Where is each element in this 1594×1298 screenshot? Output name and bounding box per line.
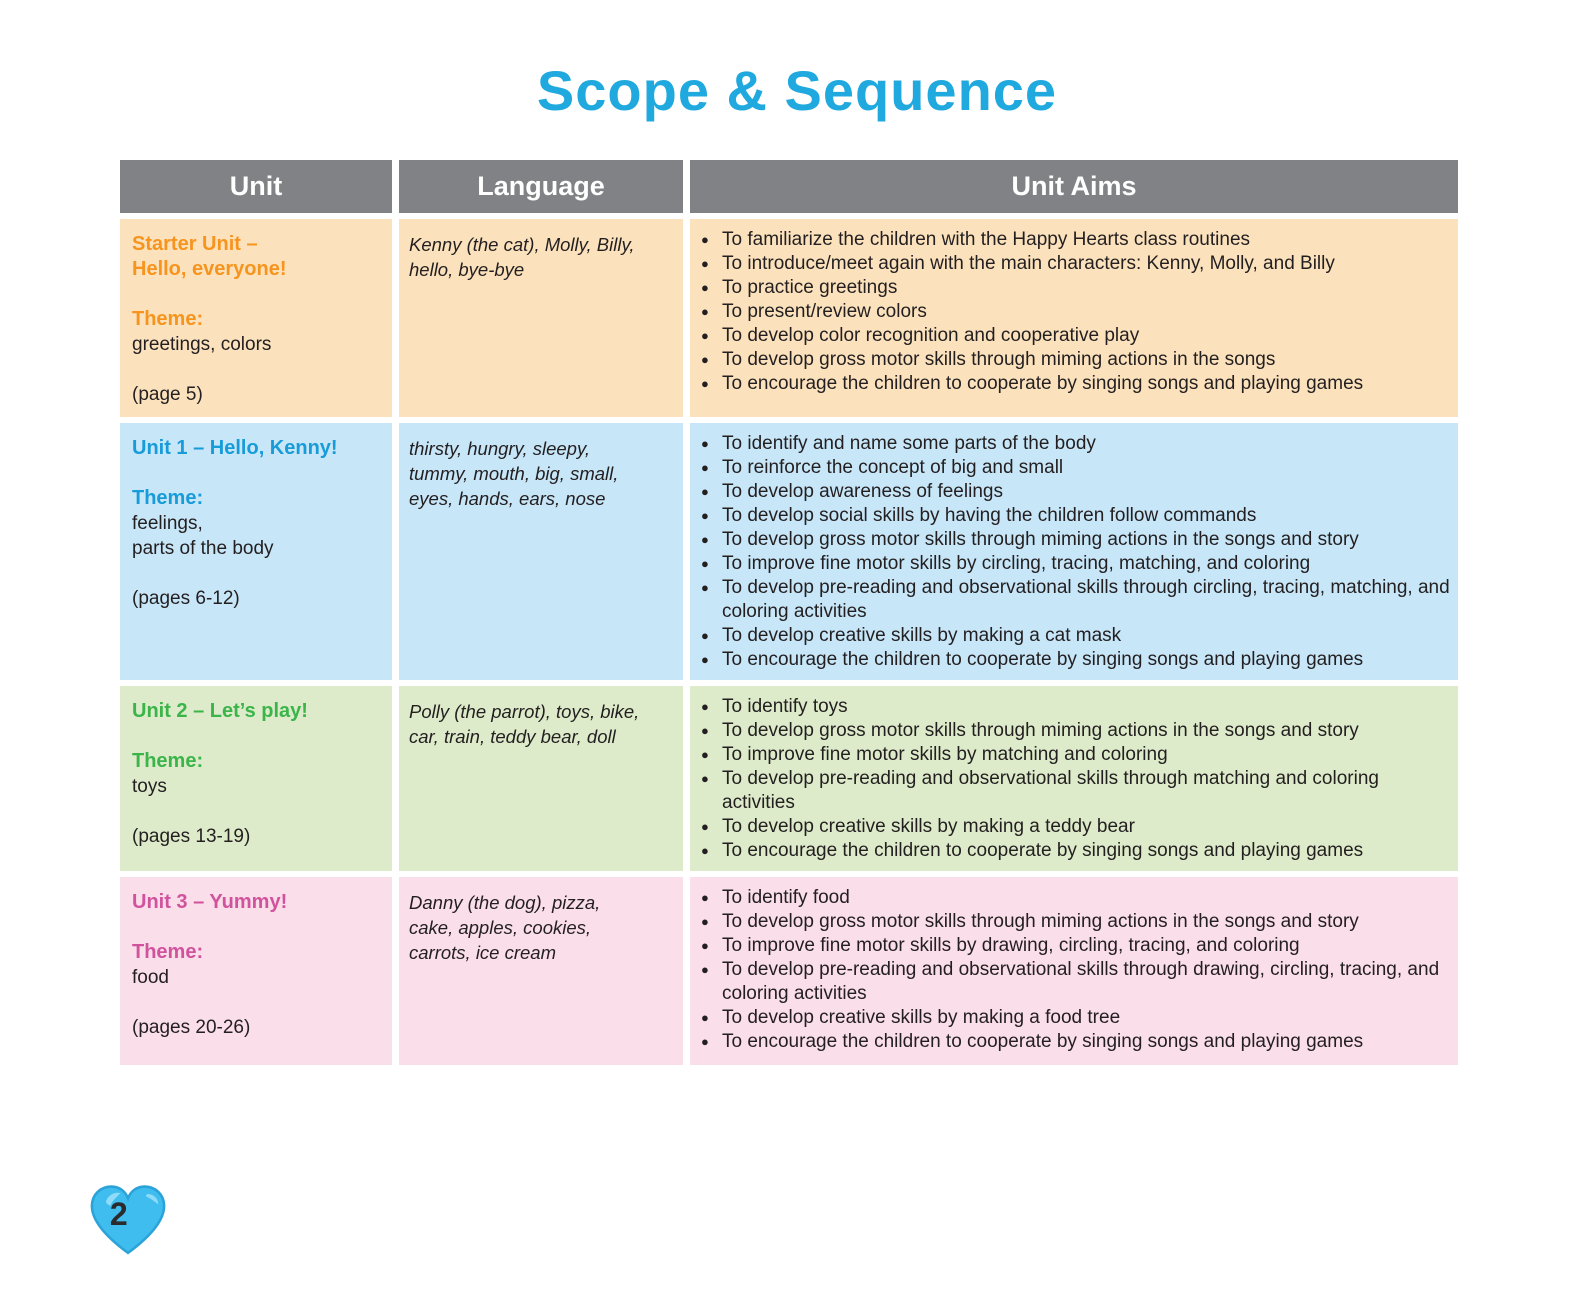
language-cell: Danny (the dog), pizza, cake, apples, co… — [399, 877, 683, 1065]
theme-label: Theme: — [132, 487, 204, 509]
column-header-language: Language — [399, 160, 683, 213]
aim-item: To develop creative skills by making a t… — [700, 815, 1450, 839]
aim-item: To develop color recognition and coopera… — [700, 324, 1450, 348]
aim-item: To develop gross motor skills through mi… — [700, 719, 1450, 743]
unit-cell: Starter Unit – Hello, everyone! Theme: g… — [120, 219, 392, 417]
aim-item: To encourage the children to cooperate b… — [700, 1030, 1450, 1054]
aim-item: To encourage the children to cooperate b… — [700, 839, 1450, 863]
language-words: Kenny (the cat), Molly, Billy, hello, by… — [409, 234, 635, 280]
aim-item: To develop pre-reading and observational… — [700, 767, 1450, 815]
unit-aims-cell: To familiarize the children with the Hap… — [690, 219, 1458, 417]
table-body: Starter Unit – Hello, everyone! Theme: g… — [120, 219, 1458, 1065]
unit-title: Starter Unit – Hello, everyone! — [132, 233, 287, 280]
theme-label: Theme: — [132, 941, 204, 963]
aim-item: To identify food — [700, 886, 1450, 910]
language-cell: Kenny (the cat), Molly, Billy, hello, by… — [399, 219, 683, 417]
theme-value: feelings, parts of the body — [132, 513, 274, 559]
page-range: (page 5) — [132, 384, 203, 405]
unit-aims-cell: To identify toysTo develop gross motor s… — [690, 686, 1458, 871]
unit-title: Unit 2 – Let’s play! — [132, 700, 308, 722]
column-header-unit: Unit — [120, 160, 392, 213]
unit-aims-list: To identify and name some parts of the b… — [700, 432, 1450, 672]
unit-cell: Unit 2 – Let’s play! Theme: toys (pages … — [120, 686, 392, 871]
page-range: (pages 13-19) — [132, 826, 251, 847]
theme-value: greetings, colors — [132, 334, 272, 355]
page-range: (pages 6-12) — [132, 588, 240, 609]
aim-item: To identify toys — [700, 695, 1450, 719]
aim-item: To develop awareness of feelings — [700, 480, 1450, 504]
aim-item: To present/review colors — [700, 300, 1450, 324]
theme-label: Theme: — [132, 750, 204, 772]
unit-row: Starter Unit – Hello, everyone! Theme: g… — [120, 219, 1458, 417]
unit-cell: Unit 1 – Hello, Kenny! Theme: feelings, … — [120, 423, 392, 680]
heart-icon — [90, 1185, 166, 1255]
page-number-heart: 2 — [86, 1182, 170, 1260]
language-cell: thirsty, hungry, sleepy, tummy, mouth, b… — [399, 423, 683, 680]
column-header-unit-aims: Unit Aims — [690, 160, 1458, 213]
language-words: Danny (the dog), pizza, cake, apples, co… — [409, 892, 601, 963]
unit-aims-list: To familiarize the children with the Hap… — [700, 228, 1450, 396]
aim-item: To familiarize the children with the Hap… — [700, 228, 1450, 252]
table-header-row: Unit Language Unit Aims — [120, 160, 1458, 213]
aim-item: To practice greetings — [700, 276, 1450, 300]
unit-title: Unit 1 – Hello, Kenny! — [132, 437, 338, 459]
aim-item: To develop pre-reading and observational… — [700, 576, 1450, 624]
aim-item: To develop creative skills by making a f… — [700, 1006, 1450, 1030]
aim-item: To develop gross motor skills through mi… — [700, 528, 1450, 552]
aim-item: To encourage the children to cooperate b… — [700, 648, 1450, 672]
unit-row: Unit 1 – Hello, Kenny! Theme: feelings, … — [120, 423, 1458, 680]
page-range: (pages 20-26) — [132, 1017, 251, 1038]
theme-label: Theme: — [132, 308, 204, 330]
unit-row: Unit 2 – Let’s play! Theme: toys (pages … — [120, 686, 1458, 871]
language-words: Polly (the parrot), toys, bike, car, tra… — [409, 701, 640, 747]
aim-item: To improve fine motor skills by circling… — [700, 552, 1450, 576]
scope-sequence-table: Unit Language Unit Aims Starter Unit – H… — [120, 160, 1458, 1071]
theme-value: food — [132, 967, 169, 988]
aim-item: To reinforce the concept of big and smal… — [700, 456, 1450, 480]
aim-item: To develop pre-reading and observational… — [700, 958, 1450, 1006]
aim-item: To develop gross motor skills through mi… — [700, 348, 1450, 372]
unit-aims-cell: To identify foodTo develop gross motor s… — [690, 877, 1458, 1065]
unit-title: Unit 3 – Yummy! — [132, 891, 288, 913]
language-cell: Polly (the parrot), toys, bike, car, tra… — [399, 686, 683, 871]
language-words: thirsty, hungry, sleepy, tummy, mouth, b… — [409, 438, 619, 509]
aim-item: To improve fine motor skills by matching… — [700, 743, 1450, 767]
aim-item: To develop gross motor skills through mi… — [700, 910, 1450, 934]
unit-aims-list: To identify toysTo develop gross motor s… — [700, 695, 1450, 863]
aim-item: To encourage the children to cooperate b… — [700, 372, 1450, 396]
page-number: 2 — [109, 1196, 128, 1232]
unit-row: Unit 3 – Yummy! Theme: food (pages 20-26… — [120, 877, 1458, 1065]
theme-value: toys — [132, 776, 167, 797]
aim-item: To introduce/meet again with the main ch… — [700, 252, 1450, 276]
unit-aims-list: To identify foodTo develop gross motor s… — [700, 886, 1450, 1054]
unit-aims-cell: To identify and name some parts of the b… — [690, 423, 1458, 680]
unit-cell: Unit 3 – Yummy! Theme: food (pages 20-26… — [120, 877, 392, 1065]
page-title: Scope & Sequence — [536, 59, 1058, 122]
aim-item: To improve fine motor skills by drawing,… — [700, 934, 1450, 958]
aim-item: To develop creative skills by making a c… — [700, 624, 1450, 648]
aim-item: To identify and name some parts of the b… — [700, 432, 1450, 456]
aim-item: To develop social skills by having the c… — [700, 504, 1450, 528]
